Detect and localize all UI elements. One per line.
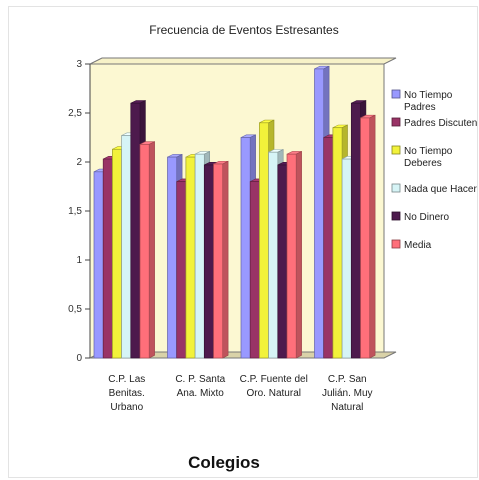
y-tick-label: 0,5 [68, 304, 82, 315]
legend-label-line: Padres Discuten [404, 118, 477, 129]
x-axis-title: Colegios [188, 453, 260, 472]
legend-label-line: No Tiempo [404, 146, 453, 157]
y-tick-label: 1 [76, 255, 82, 266]
bar [360, 117, 371, 359]
bar [323, 137, 334, 359]
x-category-label: C. P. Santa Ana. Mixto [175, 374, 225, 399]
bar [341, 158, 352, 359]
bar [350, 102, 361, 359]
category-label-line: C.P. Las [108, 374, 145, 385]
bar [139, 144, 150, 359]
bar-side [295, 150, 302, 359]
bar [102, 158, 113, 359]
bar [93, 171, 104, 359]
bar [249, 181, 260, 359]
legend-label: No Dinero [404, 212, 449, 223]
chart-title: Frecuencia de Eventos Estresantes [149, 23, 338, 37]
legend-label-line: No Tiempo [404, 90, 453, 101]
legend-label-line: Nada que Hacer [404, 184, 477, 195]
plot-back-top [89, 57, 397, 65]
bar-side [148, 141, 155, 359]
category-label-line: C.P. Fuente del [240, 374, 308, 385]
category-label-line: Julián. Muy [322, 388, 373, 399]
legend-swatch [391, 183, 401, 193]
category-label-line: Natural [331, 402, 363, 413]
bar [203, 164, 214, 359]
bar-side [222, 160, 229, 359]
category-label-line: Ana. Mixto [177, 388, 225, 399]
legend-label: Media [404, 240, 432, 251]
bar-1-6 [139, 141, 155, 359]
bar [259, 122, 269, 359]
bar [240, 137, 251, 359]
bar-4-6 [360, 114, 376, 359]
legend-swatch [391, 117, 401, 127]
legend-label-line: No Dinero [404, 212, 449, 223]
bar [314, 68, 325, 359]
bar [176, 181, 187, 359]
category-label-line: Oro. Natural [247, 388, 301, 399]
bar [112, 148, 122, 359]
legend-label: Padres Discuten [404, 118, 477, 129]
y-tick-label: 3 [76, 59, 82, 70]
bar [332, 127, 343, 359]
category-label-line: Benitas. [109, 388, 145, 399]
x-category-label: C.P. Las Benitas. Urbano [108, 374, 145, 413]
category-label-line: C. P. Santa [175, 374, 225, 385]
y-tick-label: 1,5 [68, 206, 82, 217]
y-tick-label: 2,5 [68, 108, 82, 119]
category-label-line: Urbano [110, 402, 143, 413]
legend-label: No Tiempo Padres [404, 90, 453, 113]
category-label-line: C.P. San [328, 374, 367, 385]
bar [268, 151, 279, 359]
y-tick-label: 2 [76, 157, 82, 168]
bar [213, 163, 224, 359]
bar [167, 156, 178, 359]
bar-side [369, 114, 376, 359]
legend-swatch [391, 145, 401, 155]
bar-series-group [93, 65, 376, 359]
legend-label: Nada que Hacer [404, 184, 477, 195]
bar [130, 102, 141, 359]
bar [194, 153, 205, 359]
bar [185, 156, 196, 359]
legend-label-line: Padres [404, 102, 436, 113]
bar-2-6 [213, 160, 229, 359]
legend-label: No Tiempo Deberes [404, 146, 453, 169]
legend-label-line: Deberes [404, 158, 442, 169]
bar [286, 153, 297, 359]
legend-swatch [391, 89, 401, 99]
category-labels: C.P. Las Benitas. Urbano C. P. Santa Ana. Mi… [108, 374, 372, 413]
y-tick-label: 0 [76, 353, 82, 364]
bar [277, 164, 288, 359]
legend-swatch [391, 239, 401, 249]
legend-swatch [391, 211, 401, 221]
x-category-label: C.P. San Julián. Muy Natural [322, 374, 373, 413]
bar [121, 135, 132, 359]
bar-3-6 [286, 150, 302, 359]
x-category-label: C.P. Fuente del Oro. Natural [240, 374, 308, 399]
legend-label-line: Media [404, 240, 432, 251]
